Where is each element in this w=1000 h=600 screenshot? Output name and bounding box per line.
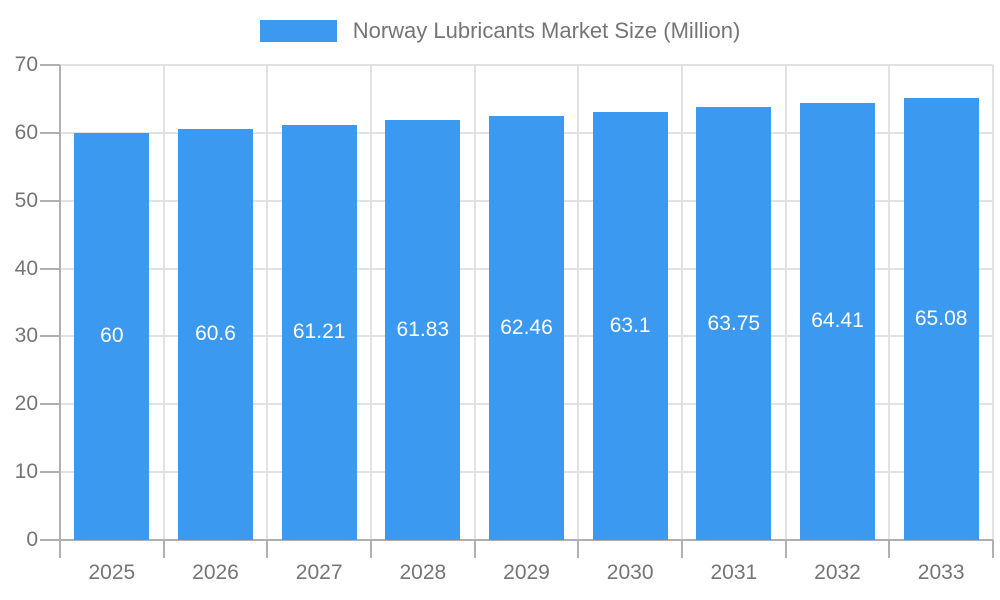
legend-swatch [259, 20, 337, 42]
y-axis-tick-label: 10 [14, 460, 38, 484]
x-axis-tick-label: 2029 [503, 561, 550, 584]
x-axis-tick [370, 540, 372, 558]
bar-2026[interactable] [178, 128, 253, 540]
y-axis-tick-label: 0 [26, 528, 38, 551]
bar-2031[interactable] [696, 107, 772, 540]
gridline-vertical [681, 65, 683, 540]
bar-value-label: 63.1 [609, 313, 651, 337]
bar-value-label: 60.6 [195, 322, 236, 346]
gridline-vertical [162, 65, 165, 540]
x-axis-tick-label: 2033 [917, 561, 965, 584]
x-axis-tick [266, 540, 269, 558]
bar-2030[interactable] [592, 111, 668, 540]
x-axis-tick-label: 2030 [606, 561, 654, 584]
x-axis-tick-label: 2025 [88, 561, 136, 584]
bar-value-label: 64.41 [811, 309, 864, 333]
y-axis-tick-label: 70 [14, 53, 38, 76]
y-axis-tick-label: 60 [14, 120, 38, 144]
bar-2033[interactable] [903, 98, 979, 540]
y-axis-tick-label: 40 [14, 256, 38, 280]
y-axis-tick-label: 20 [14, 392, 38, 416]
bar-2027[interactable] [281, 124, 357, 540]
y-axis-tick [40, 471, 60, 474]
bar-value-label: 62.46 [500, 316, 553, 340]
y-axis-tick [40, 64, 60, 66]
x-axis-tick [473, 540, 476, 558]
y-axis-tick [40, 199, 60, 202]
bar-value-label: 63.75 [707, 311, 761, 335]
legend: Norway Lubricants Market Size (Million) [0, 18, 1000, 44]
bar-value-label: 61.83 [396, 318, 450, 342]
bar-value-label: 65.08 [914, 307, 968, 331]
y-axis-line [59, 65, 61, 540]
bar-value-label: 60 [100, 324, 124, 348]
x-axis-tick [162, 540, 165, 558]
bar-value-label: 61.21 [292, 320, 346, 344]
x-axis-line [60, 539, 993, 541]
y-axis-tick [40, 403, 60, 406]
y-axis-tick [40, 335, 60, 338]
bar-2025[interactable] [74, 132, 150, 540]
y-axis-tick-label: 50 [14, 188, 38, 212]
gridline-vertical [370, 65, 372, 540]
gridline-vertical [266, 65, 269, 540]
bar-2032[interactable] [800, 102, 875, 540]
gridline-vertical [473, 65, 476, 540]
legend-item[interactable]: Norway Lubricants Market Size (Million) [259, 18, 741, 44]
gridline-horizontal [60, 64, 993, 66]
x-axis-tick [888, 540, 891, 558]
y-axis-tick-label: 30 [14, 324, 38, 348]
y-axis-tick [40, 131, 60, 134]
x-axis-tick-label: 2032 [814, 561, 861, 584]
legend-label: Norway Lubricants Market Size (Million) [352, 18, 741, 43]
gridline-vertical [888, 65, 891, 540]
x-axis-tick [784, 540, 787, 558]
x-axis-tick-label: 2027 [295, 561, 343, 584]
bar-2029[interactable] [489, 116, 564, 540]
x-axis-tick-label: 2028 [399, 561, 447, 584]
gridline-vertical [992, 65, 994, 540]
y-axis-tick [40, 267, 60, 270]
x-axis-tick [992, 540, 994, 558]
x-axis-tick [577, 540, 580, 558]
x-axis-tick-label: 2026 [192, 561, 239, 584]
x-axis-tick [681, 540, 683, 558]
x-axis-tick [59, 540, 61, 558]
gridline-vertical [784, 65, 787, 540]
x-axis-tick-label: 2031 [710, 561, 758, 584]
y-axis-tick [40, 539, 60, 541]
gridline-vertical [577, 65, 580, 540]
bar-2028[interactable] [385, 120, 461, 540]
